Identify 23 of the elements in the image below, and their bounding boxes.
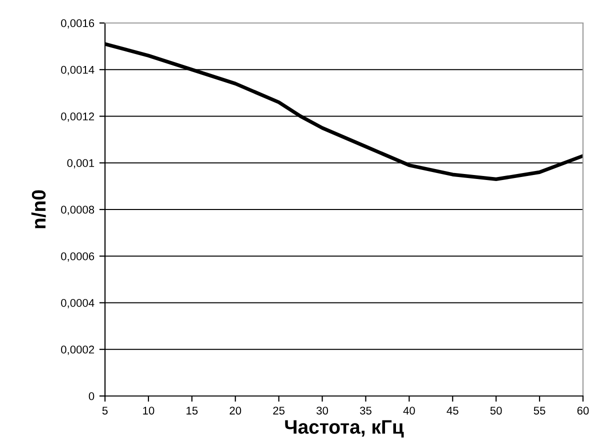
x-tick-label: 45 xyxy=(446,406,458,415)
y-tick-label: 0,0006 xyxy=(61,252,94,262)
y-tick-label: 0,0016 xyxy=(61,19,94,28)
y-tick-label: 0,0004 xyxy=(61,299,94,308)
x-tick-label: 35 xyxy=(360,406,372,415)
y-axis-title: n/n0 xyxy=(31,190,46,228)
y-tick-label: 0,0002 xyxy=(61,346,94,355)
y-tick-label: 0,0014 xyxy=(61,66,94,76)
x-tick-label: 60 xyxy=(577,406,589,415)
x-tick-label: 40 xyxy=(403,406,415,415)
x-tick-label: 50 xyxy=(490,406,502,415)
x-tick-label: 55 xyxy=(534,406,546,415)
x-tick-label: 15 xyxy=(186,406,198,415)
y-tick-label: 0,0008 xyxy=(61,206,94,215)
y-tick-label: 0 xyxy=(88,392,94,400)
x-tick-label: 10 xyxy=(143,406,154,415)
x-tick-label: 5 xyxy=(102,406,108,415)
x-tick-label: 25 xyxy=(273,406,285,415)
x-axis-title: Частота, кГц xyxy=(285,420,404,438)
x-tick-label: 20 xyxy=(230,406,242,415)
y-tick-label: 0,0012 xyxy=(61,112,94,122)
x-tick-label: 30 xyxy=(316,406,328,415)
y-tick-label: 0,001 xyxy=(67,159,94,168)
